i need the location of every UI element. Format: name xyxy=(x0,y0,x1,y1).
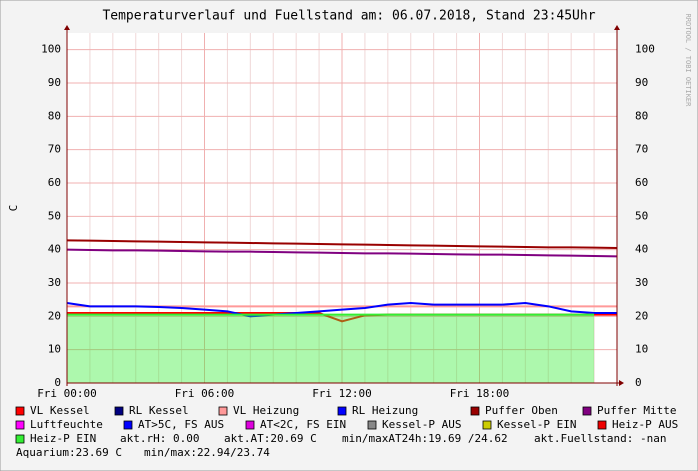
y-tick-label: 80 xyxy=(48,109,61,122)
x-tick-label: Fri 06:00 xyxy=(175,387,235,400)
axis-arrow xyxy=(614,25,620,30)
y-axis-label: C xyxy=(7,205,20,212)
stat-text: akt.AT:20.69 C xyxy=(224,432,317,445)
y-tick-label-right: 40 xyxy=(635,243,648,256)
legend-swatch xyxy=(367,420,377,430)
chart-title: Temperaturverlauf und Fuellstand am: 06.… xyxy=(102,9,595,24)
legend-swatch xyxy=(15,434,25,444)
legend-label: Puffer Mitte xyxy=(597,404,676,417)
y-tick-label-right: 20 xyxy=(635,309,648,322)
y-tick-label: 40 xyxy=(48,243,61,256)
y-tick-label-right: 10 xyxy=(635,343,648,356)
y-tick-label: 0 xyxy=(54,376,61,389)
legend-swatch xyxy=(114,406,124,416)
y-tick-label-right: 50 xyxy=(635,209,648,222)
y-tick-label: 50 xyxy=(48,209,61,222)
legend-label: Puffer Oben xyxy=(485,404,558,417)
y-tick-label-right: 60 xyxy=(635,176,648,189)
y-tick-label: 20 xyxy=(48,309,61,322)
legend-swatch xyxy=(482,420,492,430)
legend-label: Kessel-P EIN xyxy=(497,418,576,431)
legend-swatch xyxy=(582,406,592,416)
y-tick-label-right: 70 xyxy=(635,143,648,156)
line xyxy=(66,301,617,318)
legend-swatch xyxy=(15,406,25,416)
axis-arrow xyxy=(64,25,70,30)
stat-text: akt.Fuellstand: -nan xyxy=(534,432,666,445)
x-tick-label: Fri 12:00 xyxy=(312,387,372,400)
line xyxy=(66,239,618,249)
y-tick-label-right: 90 xyxy=(635,76,648,89)
legend-swatch xyxy=(597,420,607,430)
side-label: RRDTOOL / TOBI OETIKER xyxy=(684,14,692,108)
y-tick-label-right: 100 xyxy=(635,43,655,56)
y-tick-label-right: 80 xyxy=(635,109,648,122)
y-tick-label-right: 0 xyxy=(635,376,642,389)
legend-swatch xyxy=(245,420,255,430)
legend-label: Heiz-P EIN xyxy=(30,432,96,445)
stat-text: min/maxAT24h:19.69 /24.62 xyxy=(342,432,508,445)
legend-label: VL Kessel xyxy=(30,404,90,417)
axis-arrow xyxy=(619,380,624,386)
y-tick-label: 60 xyxy=(48,176,61,189)
stat-text: Aquarium:23.69 C xyxy=(16,446,122,459)
legend-label: Luftfeuchte xyxy=(30,418,103,431)
y-tick-label: 30 xyxy=(48,276,61,289)
y-tick-label: 100 xyxy=(41,43,61,56)
legend-swatch xyxy=(218,406,228,416)
legend-label: RL Heizung xyxy=(352,404,418,417)
legend-label: Kessel-P AUS xyxy=(382,418,461,431)
x-tick-label: Fri 00:00 xyxy=(37,387,97,400)
y-tick-label: 90 xyxy=(48,76,61,89)
legend-label: AT<2C, FS EIN xyxy=(260,418,346,431)
y-tick-label: 10 xyxy=(48,343,61,356)
area xyxy=(67,314,595,383)
stat-text: akt.rH: 0.00 xyxy=(120,432,199,445)
stat-text: min/max:22.94/23.74 xyxy=(144,446,270,459)
legend-label: RL Kessel xyxy=(129,404,189,417)
legend-swatch xyxy=(123,420,133,430)
y-tick-label-right: 30 xyxy=(635,276,648,289)
legend-swatch xyxy=(470,406,480,416)
legend-swatch xyxy=(15,420,25,430)
legend-label: VL Heizung xyxy=(233,404,299,417)
legend-label: Heiz-P AUS xyxy=(612,418,678,431)
legend-label: AT>5C, FS AUS xyxy=(138,418,224,431)
legend-swatch xyxy=(337,406,347,416)
y-tick-label: 70 xyxy=(48,143,61,156)
x-tick-label: Fri 18:00 xyxy=(450,387,510,400)
line xyxy=(66,248,618,258)
